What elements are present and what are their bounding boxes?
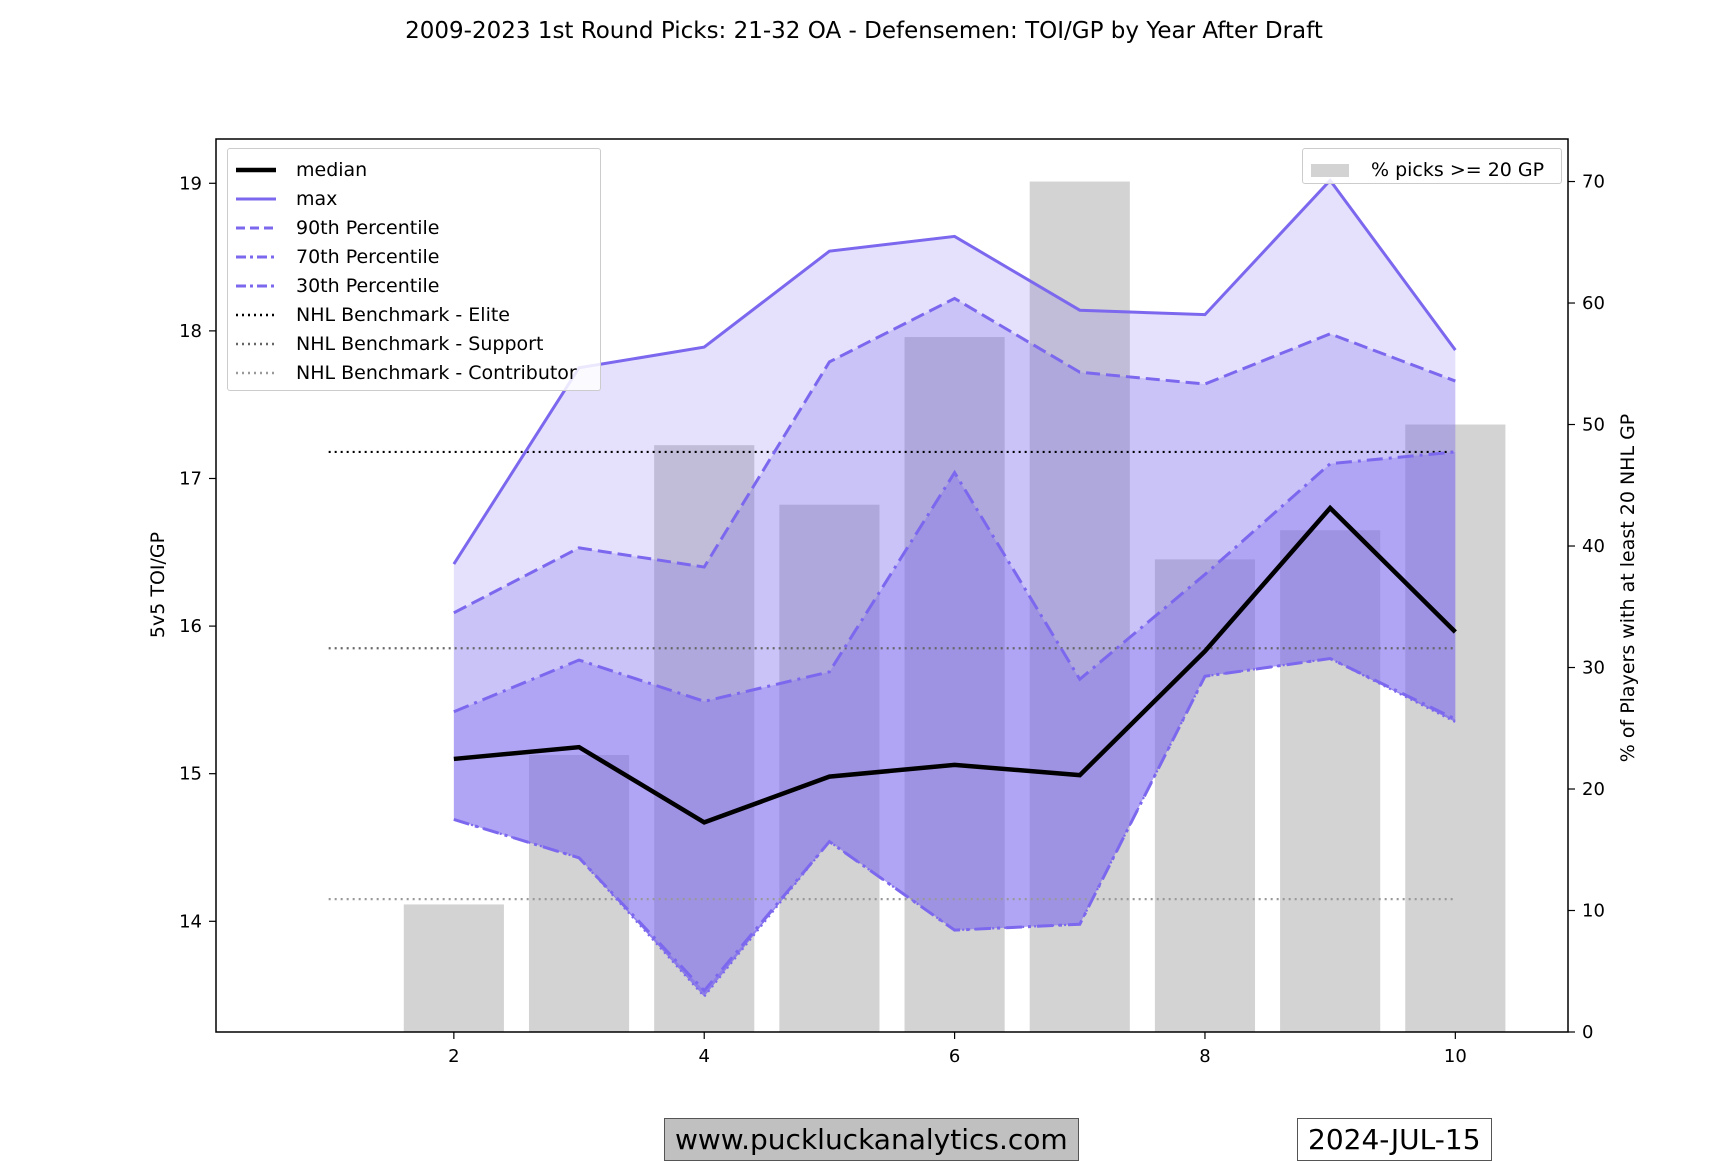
legend-right: % picks >= 20 GP	[1302, 148, 1562, 184]
legend-item-4: 30th Percentile	[228, 271, 439, 300]
x-tick-label: 10	[1444, 1046, 1467, 1067]
plot-frame	[215, 138, 1569, 1033]
legend-benchmark-0: NHL Benchmark - Elite	[228, 300, 510, 329]
y2-tick-label: 70	[1582, 172, 1605, 193]
legend-bars-label: % picks >= 20 GP	[1371, 158, 1545, 181]
y2-tick-label: 30	[1582, 658, 1605, 679]
y-tick-label: 17	[179, 468, 202, 489]
legend-item-1-swatch	[236, 197, 276, 200]
y-tick-label: 14	[179, 911, 202, 932]
legend-item-3-swatch	[236, 255, 276, 258]
legend-bars: % picks >= 20 GP	[1303, 155, 1544, 184]
legend-item-2-swatch	[236, 226, 276, 229]
x-tick-label: 6	[949, 1046, 960, 1067]
date-stamp: 2024-JUL-15	[1297, 1118, 1492, 1161]
legend-benchmark-2: NHL Benchmark - Contributor	[228, 358, 577, 387]
legend-benchmark-2-label: NHL Benchmark - Contributor	[296, 361, 577, 384]
legend-item-3-label: 70th Percentile	[296, 245, 440, 268]
y-tick-label: 18	[179, 321, 202, 342]
chart-title: 2009-2023 1st Round Picks: 21-32 OA - De…	[405, 18, 1323, 44]
legend-item-3: 70th Percentile	[228, 242, 439, 271]
legend-benchmark-1-label: NHL Benchmark - Support	[296, 332, 544, 355]
legend-item-2: 90th Percentile	[228, 213, 439, 242]
y2-tick-label: 50	[1582, 415, 1605, 436]
legend-benchmark-0-label: NHL Benchmark - Elite	[296, 303, 510, 326]
x-tick-label: 8	[1199, 1046, 1210, 1067]
series-line-1	[452, 177, 1457, 565]
legend-benchmark-2-swatch	[236, 371, 276, 374]
series-line-2	[453, 296, 1456, 615]
y-tick-label: 19	[179, 173, 202, 194]
legend-item-1: max	[228, 184, 337, 213]
website-watermark: www.puckluckanalytics.com	[664, 1118, 1079, 1161]
y2-axis-label: % of Players with at least 20 NHL GP	[1617, 414, 1639, 763]
y2-tick-label: 60	[1582, 293, 1605, 314]
legend-bars-swatch	[1311, 163, 1349, 177]
series-line-4	[453, 657, 1456, 993]
legend-benchmark-1-swatch	[236, 342, 276, 345]
y-tick-label: 15	[179, 764, 202, 785]
legend-item-1-label: max	[296, 187, 338, 210]
x-tick-label: 4	[698, 1046, 709, 1067]
bar-2	[403, 904, 504, 1032]
y2-tick-label: 10	[1582, 901, 1605, 922]
legend-left: median max 90th Percentile 70th Percentile 3…	[227, 148, 601, 391]
band-70-30	[453, 451, 1456, 991]
band-90-70	[453, 298, 1456, 712]
y-tick-label: 16	[179, 616, 202, 637]
benchmark-layer	[328, 450, 1456, 901]
legend-item-0-label: median	[296, 158, 368, 181]
legend-item-2-label: 90th Percentile	[296, 216, 440, 239]
fill-layer	[453, 180, 1456, 997]
y-axis-label: 5v5 TOI/GP	[147, 532, 169, 638]
legend-benchmark-1: NHL Benchmark - Support	[228, 329, 543, 358]
y2-tick-label: 0	[1582, 1022, 1593, 1043]
legend-benchmark-0-swatch	[236, 313, 276, 316]
legend-item-4-label: 30th Percentile	[296, 274, 440, 297]
y2-tick-label: 20	[1582, 779, 1605, 800]
x-tick-label: 2	[448, 1046, 459, 1067]
series-line-3	[453, 450, 1456, 714]
series-line-0	[453, 504, 1457, 825]
legend-item-0: median	[228, 155, 367, 184]
band-max-90	[453, 180, 1456, 613]
axis-layer: 2 4 6 8 10 14 15 16 17 18 19 0 10 20 30 40 50 60 70	[179, 172, 1605, 1067]
line-layer	[452, 177, 1457, 999]
y2-tick-label: 40	[1582, 536, 1605, 557]
legend-item-4-swatch	[236, 284, 276, 287]
legend-item-0-swatch	[236, 167, 276, 172]
